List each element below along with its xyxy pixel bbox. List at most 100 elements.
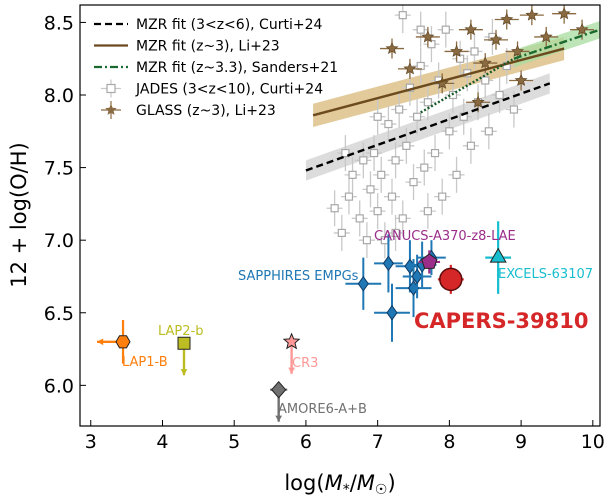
labeled-points [97,221,512,422]
x-tick-label: 9 [515,431,527,453]
x-tick-label: 3 [85,431,97,453]
jades-point [484,127,493,136]
x-axis-label: log(M*/M☉) [284,471,395,498]
jades-point [441,25,450,34]
sapphires-point [411,268,423,285]
lap1b-marker [115,335,131,349]
point-capers [437,264,464,294]
cr3-marker [282,332,301,350]
y-tick-label: 8.0 [44,85,74,107]
point-lap2b [177,336,191,376]
jades-point [430,148,440,158]
jades-point [387,192,397,201]
jades-point [369,148,379,158]
sapphires-point [382,255,395,272]
glass-point [557,6,571,20]
y-tick-label: 8.5 [44,12,74,34]
annotation-label: CANUCS-A370-z8-LAE [374,229,516,244]
jades-point [362,236,371,245]
jades-point [355,214,364,223]
legend-label: MZR fit (z~3.3), Sanders+21 [136,60,338,76]
jades-point [402,141,411,150]
legend-label: GLASS (z~3), Li+23 [136,103,276,119]
glass-point [514,73,528,86]
fit-line-sanders_dashdot [513,28,600,60]
jades-point [416,25,425,34]
annotations: SAPPHIRES EMPGs CANUCS-A370-z8-LAE EXCELS-… [122,229,593,417]
y-tick-label: 7.5 [44,158,74,180]
canucs-marker [421,253,438,269]
jades-point [509,105,519,114]
glass-point [450,44,464,57]
jades-point [391,156,400,165]
y-axis-label: 12 + log(O/H) [7,142,31,287]
legend-swatch [106,83,116,94]
jades-point [398,11,407,20]
lap1b-limit-arrow-head [97,338,104,346]
jades-point [420,163,429,172]
jades-point [348,170,357,179]
x-tick-label: 5 [228,431,240,453]
legend-label: MZR fit (3<z<6), Curti+24 [136,17,322,33]
amore-marker [271,380,287,399]
jades-point [395,105,404,114]
jades-point [481,76,490,85]
y-tick-label: 6.0 [44,375,74,397]
fit-band-curti [305,73,550,181]
jades-point [438,192,447,201]
glass-point [471,95,485,108]
jades-point [330,204,339,213]
capers-marker [439,267,463,292]
x-ticks: 3 4 5 6 7 8 9 10 [85,420,605,453]
jades-point [470,47,479,56]
y-tick-label: 6.5 [44,303,74,325]
fit-line-li [312,47,565,117]
jades-point [341,148,350,158]
x-tick-label: 10 [581,431,605,453]
jades-point [377,170,386,179]
jades-point [373,207,382,216]
jades-point [391,228,400,238]
x-tick-label: 4 [156,431,168,453]
legend-label: JADES (3<z<10), Curti+24 [135,82,323,98]
jades-point [413,112,422,121]
glass-point [525,8,539,21]
jades-point [373,112,382,121]
glass-point [489,33,503,46]
glass-point [403,62,417,75]
jades-point [466,141,475,150]
lap2b-limit-arrow-head [180,369,188,376]
annotation-label: CAPERS-39810 [414,309,588,333]
annotation-label: CR3 [292,356,318,371]
lap2b-marker [177,336,191,350]
legend-swatch [105,104,117,115]
jades-point [423,207,432,216]
glass-point [575,22,589,36]
annotation-label: LAP1-B [122,355,168,370]
jades-point [409,178,418,187]
glass-point [385,41,399,55]
fit-line-curti [305,82,551,172]
annotation-label: AMORE6-A+B [278,402,367,417]
sapphires-point [386,304,398,321]
jades-point [366,185,375,194]
point-cr3 [282,332,301,374]
point-excels [485,221,512,294]
x-tick-label: 6 [300,431,312,453]
plot-frame [79,4,601,427]
jades-point [337,228,346,238]
cr3-limit-arrow-head [288,367,295,374]
point-canucs [418,250,441,274]
excels-marker [489,247,507,263]
point-amore [270,380,288,422]
y-ticks: 6.0 6.5 7.0 7.5 8.0 8.5 [44,12,86,397]
x-tick-label: 7 [372,431,384,453]
amore-limit-arrow-head [275,415,283,422]
jades-point [398,214,407,223]
jades-point [344,192,354,201]
jades-point [384,119,393,129]
jades-point [495,90,504,100]
legend: MZR fit (3<z<6), Curti+24 MZR fit (z~3), … [94,17,338,119]
annotation-label: LAP2-b [158,324,204,339]
